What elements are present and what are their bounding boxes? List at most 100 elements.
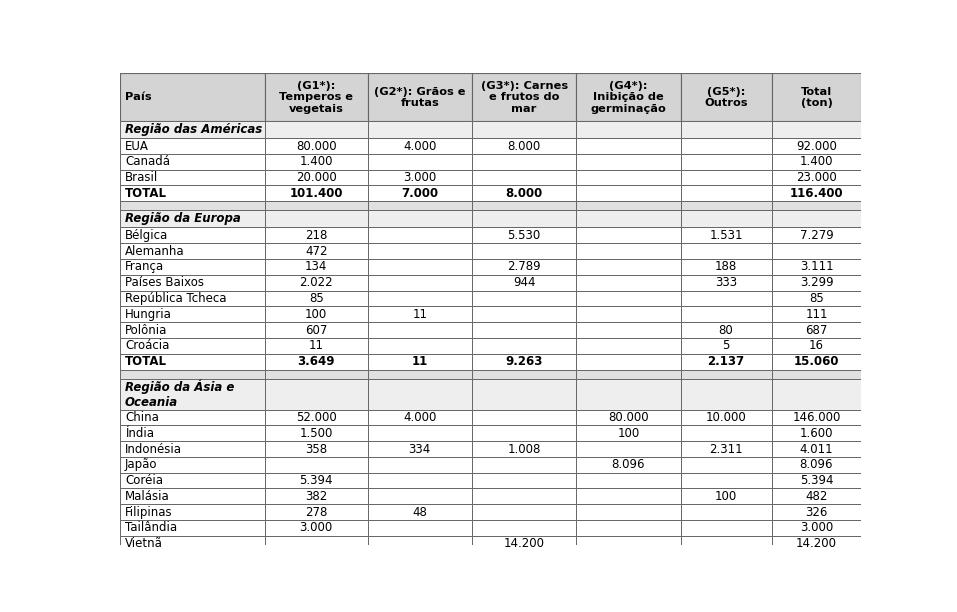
Text: 7.279: 7.279	[800, 229, 834, 242]
Text: 8.096: 8.096	[612, 458, 645, 471]
Text: 7.000: 7.000	[401, 187, 438, 200]
Bar	[120, 138, 265, 154]
Bar	[367, 536, 472, 551]
Bar	[576, 370, 680, 379]
Text: 9.263: 9.263	[505, 355, 543, 368]
Bar	[265, 488, 367, 504]
Bar	[472, 520, 576, 536]
Bar	[680, 536, 771, 551]
Bar	[771, 201, 861, 211]
Bar	[367, 370, 472, 379]
Text: Região das Américas: Região das Américas	[125, 123, 262, 136]
Bar	[367, 211, 472, 228]
Text: Alemanha: Alemanha	[125, 245, 185, 258]
Bar	[771, 441, 861, 457]
Bar	[680, 185, 771, 201]
Bar	[120, 472, 265, 488]
Bar	[771, 138, 861, 154]
Bar	[680, 338, 771, 354]
Text: China: China	[125, 411, 159, 424]
Bar	[576, 243, 680, 259]
Bar	[265, 379, 367, 409]
Bar	[367, 228, 472, 243]
Bar	[472, 354, 576, 370]
Bar	[265, 291, 367, 307]
Text: 3.000: 3.000	[403, 171, 436, 184]
Bar	[576, 520, 680, 536]
Text: 5.394: 5.394	[800, 474, 834, 487]
Text: 85: 85	[809, 292, 824, 305]
Text: 8.000: 8.000	[507, 140, 541, 152]
Bar	[771, 307, 861, 322]
Text: 48: 48	[412, 506, 427, 518]
Bar	[265, 307, 367, 322]
Bar	[680, 138, 771, 154]
Text: 326: 326	[805, 506, 828, 518]
Text: República Tcheca: República Tcheca	[125, 292, 227, 305]
Bar	[576, 275, 680, 291]
Bar	[576, 291, 680, 307]
Bar	[771, 73, 861, 121]
Bar	[576, 121, 680, 138]
Bar	[265, 211, 367, 228]
Bar	[265, 228, 367, 243]
Text: 1.500: 1.500	[300, 427, 333, 440]
Text: (G1*):
Temperos e
vegetais: (G1*): Temperos e vegetais	[279, 81, 353, 114]
Text: Japão: Japão	[125, 458, 158, 471]
Text: 11: 11	[309, 339, 323, 353]
Bar	[367, 185, 472, 201]
Text: 16: 16	[809, 339, 824, 353]
Bar	[265, 441, 367, 457]
Bar	[576, 211, 680, 228]
Bar	[265, 154, 367, 170]
Text: 5.530: 5.530	[507, 229, 541, 242]
Bar	[120, 520, 265, 536]
Bar	[120, 425, 265, 441]
Text: Canadá: Canadá	[125, 155, 170, 168]
Bar	[265, 201, 367, 211]
Bar	[472, 201, 576, 211]
Bar	[771, 379, 861, 409]
Text: 52.000: 52.000	[296, 411, 337, 424]
Bar	[680, 228, 771, 243]
Bar	[265, 138, 367, 154]
Bar	[576, 425, 680, 441]
Text: 4.000: 4.000	[403, 140, 436, 152]
Text: 944: 944	[513, 276, 535, 289]
Bar	[771, 322, 861, 338]
Bar	[771, 370, 861, 379]
Bar	[472, 425, 576, 441]
Bar	[367, 520, 472, 536]
Text: TOTAL: TOTAL	[125, 355, 167, 368]
Bar	[367, 243, 472, 259]
Bar	[367, 73, 472, 121]
Bar	[472, 291, 576, 307]
Bar	[680, 121, 771, 138]
Text: Croácia: Croácia	[125, 339, 169, 353]
Bar	[680, 520, 771, 536]
Text: País: País	[125, 92, 151, 102]
Bar	[120, 275, 265, 291]
Text: (G5*):
Outros: (G5*): Outros	[704, 86, 747, 108]
Bar	[367, 307, 472, 322]
Bar	[680, 488, 771, 504]
Bar	[367, 322, 472, 338]
Bar	[771, 170, 861, 185]
Bar	[771, 536, 861, 551]
Bar	[771, 472, 861, 488]
Bar	[367, 338, 472, 354]
Bar	[367, 201, 472, 211]
Text: Tailândia: Tailândia	[125, 521, 177, 534]
Bar	[120, 322, 265, 338]
Bar	[680, 425, 771, 441]
Bar	[680, 211, 771, 228]
Text: 3.299: 3.299	[800, 276, 834, 289]
Text: 3.000: 3.000	[300, 521, 333, 534]
Text: 10.000: 10.000	[705, 411, 746, 424]
Bar	[771, 488, 861, 504]
Bar	[472, 228, 576, 243]
Text: Região da Europa: Região da Europa	[125, 212, 241, 225]
Bar	[472, 307, 576, 322]
Text: (G4*):
Inibição de
germinação: (G4*): Inibição de germinação	[590, 81, 666, 114]
Text: 4.011: 4.011	[800, 442, 834, 455]
